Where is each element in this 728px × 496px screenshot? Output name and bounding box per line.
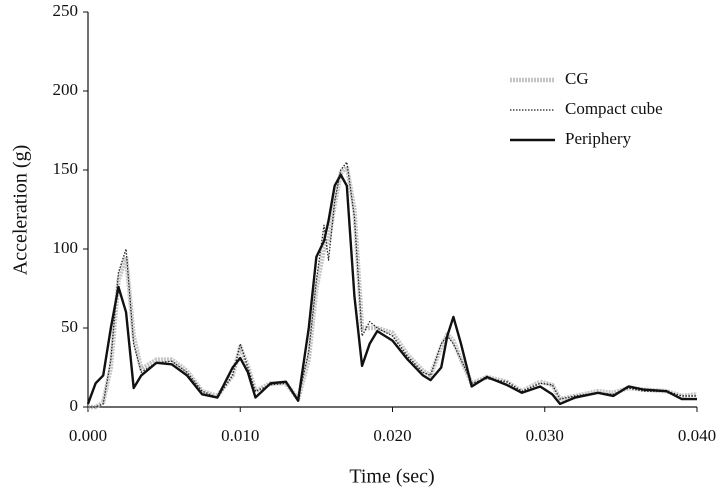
legend-label: Periphery [565, 129, 632, 148]
legend-label: CG [565, 69, 589, 88]
x-tick-label: 0.030 [526, 426, 564, 445]
x-tick-label: 0.040 [678, 426, 716, 445]
y-axis-title: Acceleration (g) [10, 145, 32, 275]
y-tick-label: 200 [53, 80, 79, 99]
y-tick-label: 50 [61, 317, 78, 336]
x-axis-title: Time (sec) [349, 466, 434, 488]
y-tick-label: 250 [53, 1, 79, 20]
x-tick-label: 0.000 [69, 426, 107, 445]
series-line [88, 161, 697, 408]
legend-label: Compact cube [565, 99, 663, 118]
series-line [86, 173, 697, 406]
y-tick-label: 100 [53, 238, 79, 257]
x-tick-label: 0.020 [373, 426, 411, 445]
y-tick-label: 0 [70, 396, 79, 415]
x-tick-label: 0.010 [221, 426, 259, 445]
y-tick-label: 150 [53, 159, 79, 178]
